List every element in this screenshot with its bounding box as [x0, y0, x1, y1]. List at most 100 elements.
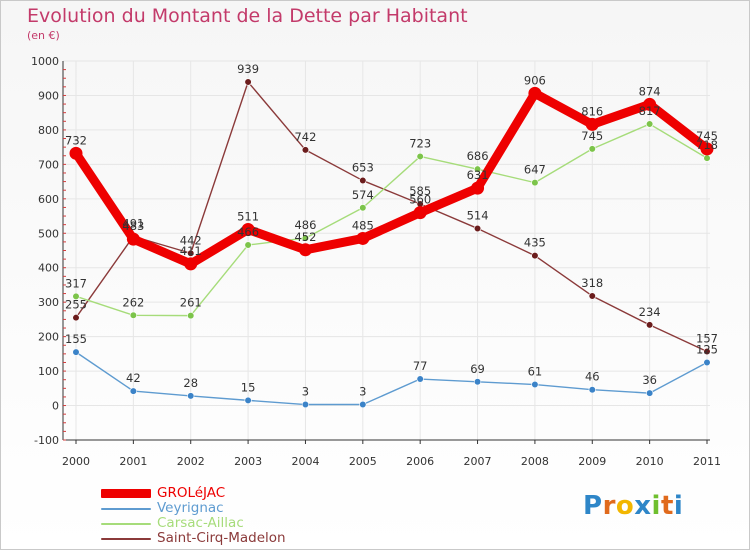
y-tick-label: -100	[34, 434, 59, 447]
data-label: 631	[467, 168, 489, 182]
data-label: 816	[581, 104, 603, 118]
data-label: 157	[696, 331, 718, 345]
data-label: 466	[237, 225, 259, 239]
x-tick-label: 2006	[406, 455, 434, 468]
data-label: 262	[122, 295, 144, 309]
data-label: 939	[237, 62, 259, 76]
data-label: 483	[122, 219, 144, 233]
x-tick-label: 2002	[177, 455, 205, 468]
x-tick-label: 2003	[234, 455, 262, 468]
data-point	[241, 222, 255, 236]
data-point	[531, 380, 539, 389]
data-label: 485	[352, 218, 374, 232]
logo-letter: i	[673, 491, 684, 521]
data-point	[72, 292, 80, 300]
logo-letter: i	[651, 491, 661, 521]
data-label: 61	[528, 365, 543, 379]
logo-letter: P	[583, 491, 603, 521]
logo-letter: x	[634, 491, 652, 521]
data-point	[356, 231, 370, 245]
series-line-groléjac	[71, 88, 712, 269]
data-label: 647	[524, 163, 546, 177]
data-point	[471, 181, 485, 195]
chart-legend: GROLéJAC Veyrignac Carsac-Aillac Saint-Cirq…	[101, 486, 286, 546]
data-point	[301, 400, 310, 409]
data-label: 486	[294, 218, 316, 232]
data-point	[413, 206, 427, 220]
x-tick-label: 2008	[521, 455, 549, 468]
legend-swatch	[101, 522, 151, 525]
data-point	[187, 392, 195, 400]
y-tick-label: 200	[38, 331, 59, 344]
data-point	[301, 234, 310, 242]
y-tick-label: 500	[38, 227, 59, 240]
data-point	[531, 252, 539, 260]
x-tick-label: 2010	[636, 455, 664, 468]
data-label: 317	[65, 276, 87, 290]
data-point	[184, 257, 198, 271]
data-point	[703, 154, 711, 162]
data-label: 723	[409, 136, 431, 150]
data-point	[359, 176, 367, 185]
data-point	[129, 387, 137, 395]
data-label: 745	[581, 129, 603, 143]
series-line-carsac-aillac	[75, 123, 708, 317]
legend-item: GROLéJAC	[101, 486, 286, 501]
x-tick-label: 2000	[62, 455, 90, 468]
data-point	[129, 311, 137, 319]
data-point	[643, 97, 657, 111]
data-point	[416, 152, 424, 161]
data-point	[646, 321, 654, 329]
legend-label: Saint-Cirq-Madelon	[157, 530, 286, 546]
data-point	[588, 292, 596, 300]
chart-unit-label: (en €)	[27, 29, 60, 42]
data-label: 653	[352, 161, 374, 175]
chart-title: Evolution du Montant de la Dette par Hab…	[27, 5, 468, 27]
series-line-saint-cirq-madelon	[75, 81, 708, 353]
data-point	[528, 86, 542, 100]
data-point	[700, 142, 714, 156]
legend-item: Veyrignac	[101, 501, 286, 516]
data-label: 560	[409, 193, 431, 207]
x-tick-label: 2004	[291, 455, 319, 468]
data-point	[473, 224, 482, 233]
data-label: 155	[65, 332, 87, 346]
data-label: 28	[183, 376, 198, 390]
data-label: 874	[639, 84, 661, 98]
data-label: 77	[413, 359, 428, 373]
data-point	[585, 117, 599, 131]
legend-item: Saint-Cirq-Madelon	[101, 531, 286, 546]
data-point	[473, 165, 482, 173]
data-point	[244, 396, 252, 404]
x-tick-label: 2001	[119, 455, 147, 468]
y-tick-label: 0	[52, 400, 59, 413]
data-label: 585	[409, 184, 431, 198]
data-point	[646, 389, 654, 397]
data-point	[244, 241, 252, 249]
data-point	[531, 179, 539, 187]
data-label: 3	[359, 385, 366, 399]
data-point	[187, 312, 195, 320]
legend-label: Carsac-Aillac	[157, 515, 244, 531]
data-label: 745	[696, 129, 718, 143]
data-label: 574	[352, 188, 374, 202]
data-label: 817	[639, 104, 661, 118]
y-tick-label: 600	[38, 193, 59, 206]
data-label: 36	[642, 373, 657, 387]
data-point	[588, 145, 596, 153]
y-tick-label: 400	[38, 262, 59, 275]
data-point	[72, 348, 80, 356]
data-point	[126, 232, 140, 246]
data-point	[69, 146, 83, 160]
logo-letter: o	[615, 491, 635, 521]
y-tick-label: 900	[38, 89, 59, 102]
data-label: 732	[65, 133, 87, 147]
data-label: 742	[294, 130, 316, 144]
data-point	[301, 146, 310, 154]
legend-item: Carsac-Aillac	[101, 516, 286, 531]
logo-letter: r	[602, 491, 616, 521]
data-label: 125	[696, 342, 718, 356]
data-point	[588, 386, 596, 394]
